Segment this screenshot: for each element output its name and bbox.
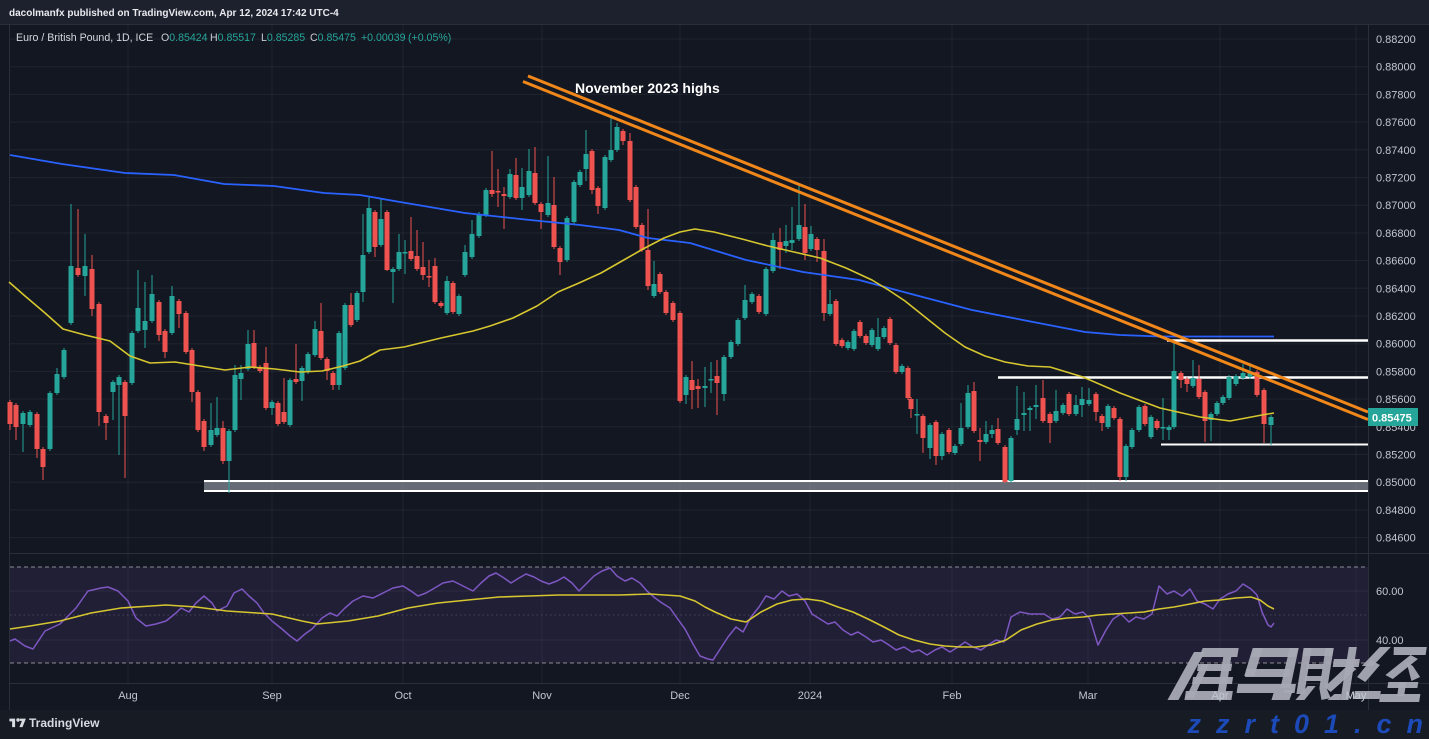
- svg-text:Apr: Apr: [1211, 690, 1228, 702]
- svg-text:0.84600: 0.84600: [1376, 533, 1416, 545]
- svg-text:0.86800: 0.86800: [1376, 228, 1416, 240]
- svg-text:0.86000: 0.86000: [1376, 339, 1416, 351]
- svg-text:0.86600: 0.86600: [1376, 256, 1416, 268]
- svg-text:0.85000: 0.85000: [1376, 477, 1416, 489]
- svg-text:Dec: Dec: [670, 690, 690, 702]
- svg-text:November 2023 highs: November 2023 highs: [575, 80, 720, 96]
- svg-text:TradingView: TradingView: [29, 716, 100, 730]
- svg-text:0.85475: 0.85475: [1372, 413, 1412, 425]
- svg-text:May: May: [1346, 690, 1367, 702]
- svg-text:dacolmanfx published on Tradin: dacolmanfx published on TradingView.com,…: [9, 8, 339, 19]
- svg-text:0.85600: 0.85600: [1376, 394, 1416, 406]
- svg-text:Aug: Aug: [118, 690, 138, 702]
- svg-text:0.86400: 0.86400: [1376, 283, 1416, 295]
- svg-text:0.87800: 0.87800: [1376, 89, 1416, 101]
- svg-text:0.88200: 0.88200: [1376, 34, 1416, 46]
- svg-text:Feb: Feb: [943, 690, 962, 702]
- svg-text:zzrt01.cn: zzrt01.cn: [1186, 709, 1429, 739]
- svg-text:0.84800: 0.84800: [1376, 505, 1416, 517]
- svg-text:2024: 2024: [798, 690, 822, 702]
- svg-text:0.87000: 0.87000: [1376, 200, 1416, 212]
- svg-text:0.88000: 0.88000: [1376, 62, 1416, 74]
- svg-text:Mar: Mar: [1079, 690, 1098, 702]
- svg-text:0.87400: 0.87400: [1376, 145, 1416, 157]
- svg-text:0.85800: 0.85800: [1376, 366, 1416, 378]
- svg-text:Nov: Nov: [532, 690, 552, 702]
- svg-text:40.00: 40.00: [1376, 635, 1404, 647]
- svg-text:0.86200: 0.86200: [1376, 311, 1416, 323]
- svg-text:0.87200: 0.87200: [1376, 173, 1416, 185]
- svg-text:60.00: 60.00: [1376, 586, 1404, 598]
- svg-text:Oct: Oct: [394, 690, 411, 702]
- svg-text:0.87600: 0.87600: [1376, 117, 1416, 129]
- svg-text:0.85200: 0.85200: [1376, 450, 1416, 462]
- svg-text:Sep: Sep: [262, 690, 282, 702]
